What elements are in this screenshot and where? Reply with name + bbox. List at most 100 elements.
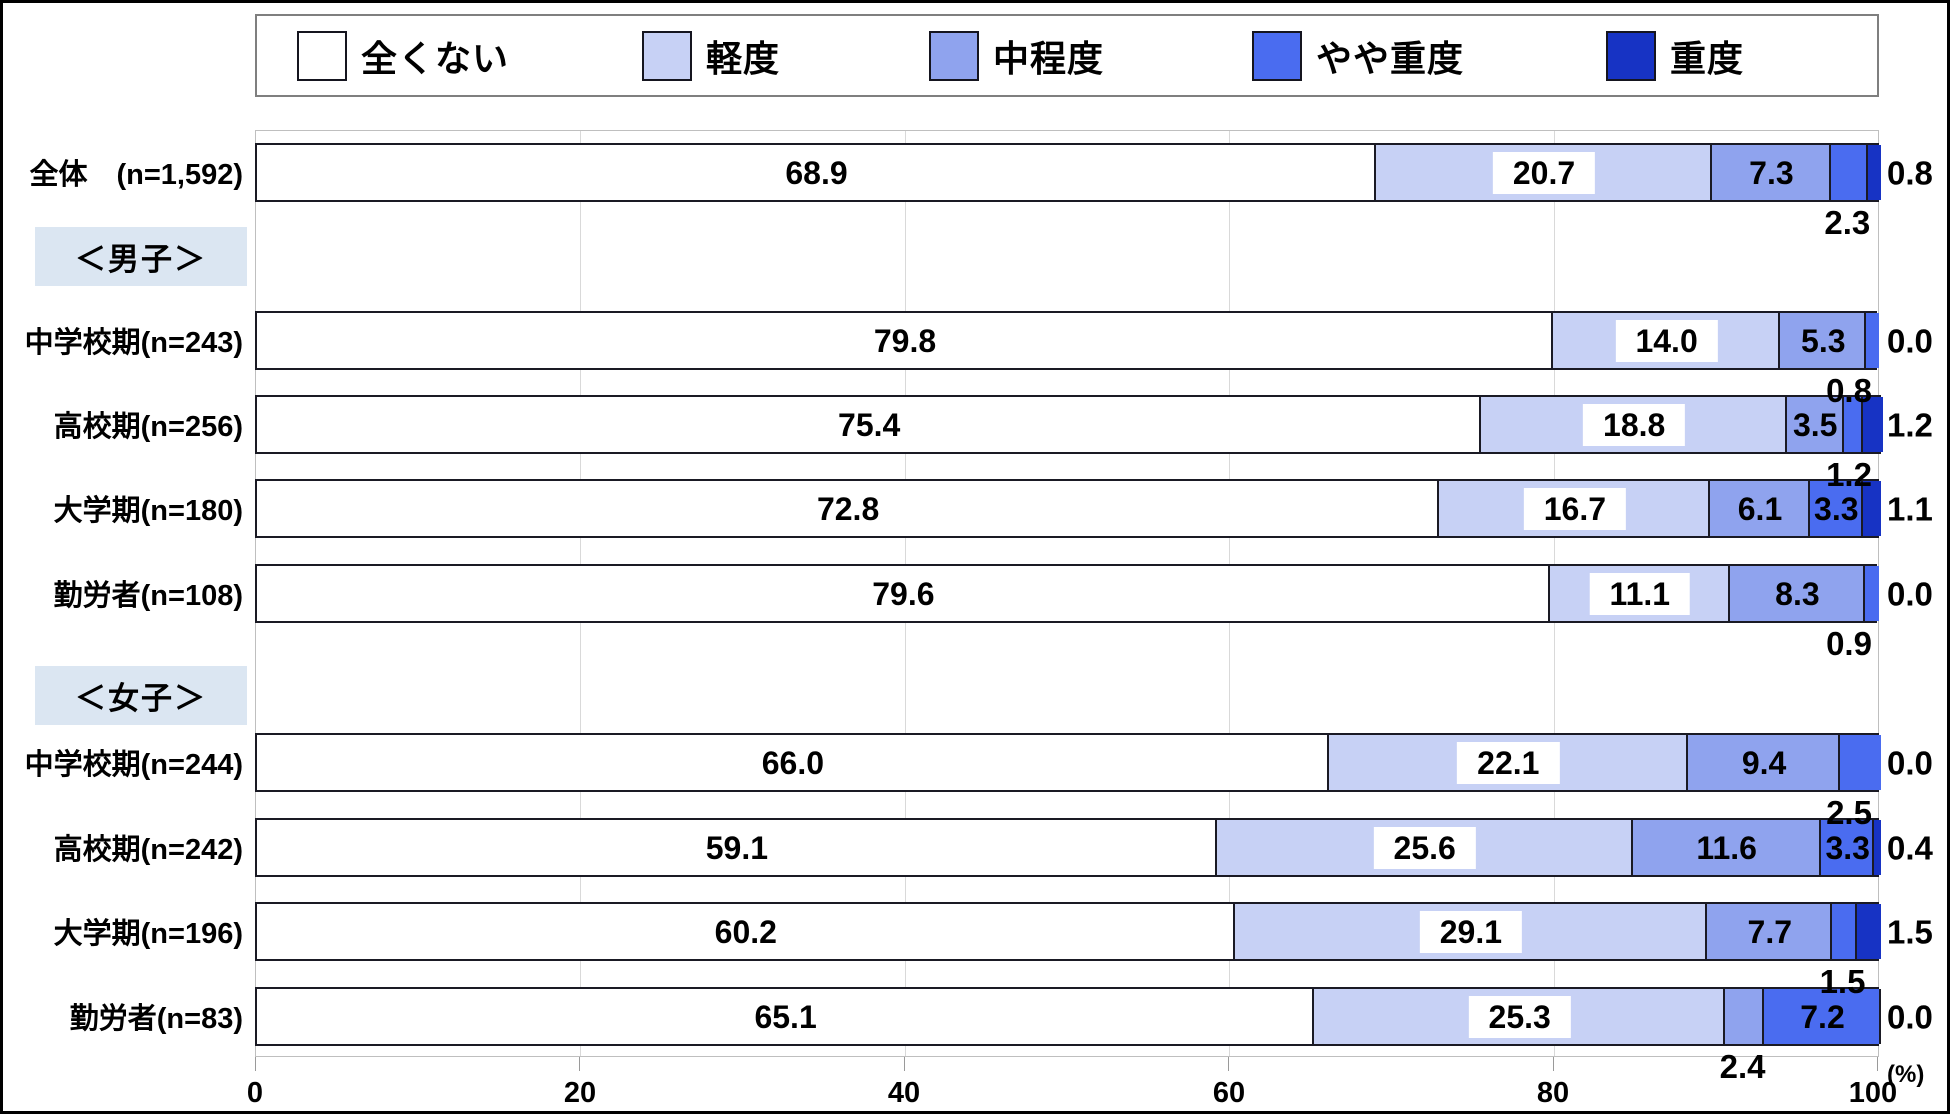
bar-row-8: 65.1 25.3 7.2	[255, 987, 1881, 1046]
legend-swatch-moderate	[929, 30, 979, 81]
value-label-none: 59.1	[705, 829, 769, 866]
bar-row-5: 66.0 22.1 9.4	[255, 733, 1881, 792]
value-label-extreme: 1.5	[1887, 913, 1933, 950]
value-label-extreme: 1.2	[1887, 406, 1933, 443]
legend-swatch-none	[297, 30, 347, 81]
bar-segment-moderate	[1780, 313, 1867, 368]
value-label-severe: 0.8	[1826, 372, 1872, 409]
bar-segment-severe	[1830, 145, 1868, 200]
legend-item-mild: 軽度	[642, 16, 780, 95]
row-label-m-worker: 勤労者(n=108)	[53, 580, 243, 612]
value-label-moderate: 7.3	[1749, 154, 1794, 191]
bar-row-0: 68.9 20.7 7.3	[255, 143, 1881, 202]
value-label-severe: 2.5	[1826, 794, 1872, 831]
legend-item-extreme: 重度	[1606, 16, 1744, 95]
value-label-extreme: 0.8	[1887, 154, 1933, 191]
tick-80	[1553, 1057, 1554, 1071]
bar-segment-moderate	[1725, 989, 1765, 1044]
row-label-f-worker: 勤労者(n=83)	[69, 1003, 243, 1035]
legend-item-moderate: 中程度	[929, 16, 1104, 95]
bar-segment-extreme	[1863, 397, 1883, 452]
bar-segment-none	[257, 145, 1376, 200]
bar-row-2: 75.4 18.8 3.5	[255, 395, 1883, 454]
value-label-severe: 3.3	[1814, 490, 1859, 527]
legend-swatch-severe	[1252, 30, 1302, 81]
legend: 全くない 軽度 中程度 やや重度 重度	[255, 14, 1879, 97]
row-label-f-junior-high: 中学校期(n=244)	[24, 749, 243, 781]
value-label-severe: 1.2	[1826, 456, 1872, 493]
value-label-mild: 14.0	[1615, 319, 1718, 362]
value-label-mild: 11.1	[1589, 572, 1691, 615]
value-label-none: 68.9	[785, 154, 848, 191]
value-label-moderate: 6.1	[1737, 490, 1783, 527]
value-label-moderate: 8.3	[1775, 575, 1820, 612]
value-label-mild: 29.1	[1419, 910, 1523, 953]
value-label-none: 60.2	[714, 913, 777, 950]
bar-segment-moderate	[1729, 566, 1865, 621]
tick-label-20: 20	[563, 1077, 597, 1109]
bar-segment-extreme	[1867, 145, 1881, 200]
value-label-mild: 20.7	[1492, 151, 1596, 194]
value-label-extreme: 0.0	[1887, 744, 1933, 781]
value-label-severe: 0.9	[1826, 625, 1872, 662]
legend-item-severe: やや重度	[1252, 16, 1464, 95]
bar-segment-extreme	[1874, 820, 1881, 875]
legend-label-moderate: 中程度	[993, 37, 1105, 79]
bar-row-4: 79.6 11.1 8.3	[255, 564, 1880, 623]
tick-label-80: 80	[1536, 1077, 1570, 1109]
value-label-extreme: 0.0	[1887, 998, 1933, 1035]
legend-label-extreme: 重度	[1670, 37, 1745, 79]
legend-swatch-mild	[642, 30, 692, 81]
value-label-none: 66.0	[761, 744, 825, 781]
bar-segment-moderate	[1632, 820, 1821, 875]
tick-label-0: 0	[246, 1077, 264, 1109]
bar-segment-none	[257, 313, 1553, 368]
section-header-female: ＜女子＞	[35, 666, 247, 725]
tick-100	[1877, 1057, 1878, 1071]
legend-label-mild: 軽度	[706, 37, 781, 79]
value-label-mild: 25.3	[1468, 995, 1571, 1038]
value-label-extreme: 0.0	[1887, 575, 1933, 612]
value-label-severe: 1.5	[1819, 963, 1866, 1000]
tick-label-100: 100	[1848, 1077, 1898, 1109]
bar-segment-extreme	[1856, 904, 1881, 959]
tick-60	[1228, 1057, 1229, 1071]
bar-segment-none	[257, 481, 1440, 536]
row-label-m-university: 大学期(n=180)	[53, 495, 243, 527]
value-label-severe: 3.3	[1825, 829, 1870, 866]
bar-segment-moderate	[1712, 145, 1831, 200]
value-label-mild: 16.7	[1523, 487, 1627, 530]
bar-segment-none	[257, 989, 1315, 1044]
tick-label-60: 60	[1212, 1077, 1246, 1109]
bar-segment-moderate	[1707, 904, 1833, 959]
tick-label-40: 40	[887, 1077, 921, 1109]
bar-segment-severe	[1832, 904, 1857, 959]
value-label-moderate: 5.3	[1801, 322, 1846, 359]
bar-segment-none	[257, 566, 1550, 621]
value-label-extreme: 1.1	[1887, 490, 1933, 527]
axis-unit-label: (%)	[1887, 1061, 1925, 1088]
bar-segment-extreme	[1863, 481, 1881, 536]
row-label-m-junior-high: 中学校期(n=243)	[24, 327, 243, 359]
value-label-none: 75.4	[838, 406, 901, 443]
bar-segment-none	[257, 904, 1235, 959]
value-label-moderate: 9.4	[1741, 744, 1787, 781]
value-label-mild: 18.8	[1583, 403, 1686, 446]
bar-row-7: 60.2 29.1 7.7	[255, 902, 1881, 961]
tick-20	[579, 1057, 580, 1071]
bar-segment-severe	[1843, 397, 1864, 452]
bar-segment-severe	[1809, 481, 1864, 536]
row-label-f-university: 大学期(n=196)	[53, 918, 243, 950]
value-label-none: 79.8	[873, 322, 937, 359]
bar-segment-none	[257, 397, 1482, 452]
row-label-total: 全体 (n=1,592)	[29, 159, 243, 191]
bar-segment-severe	[1864, 566, 1880, 621]
bar-segment-moderate	[1786, 397, 1844, 452]
row-label-m-high: 高校期(n=256)	[53, 411, 243, 443]
legend-label-severe: やや重度	[1316, 37, 1465, 79]
row-label-f-high: 高校期(n=242)	[53, 834, 243, 866]
value-label-none: 72.8	[816, 490, 880, 527]
value-label-extreme: 0.4	[1887, 829, 1933, 866]
bar-segment-none	[257, 820, 1217, 875]
